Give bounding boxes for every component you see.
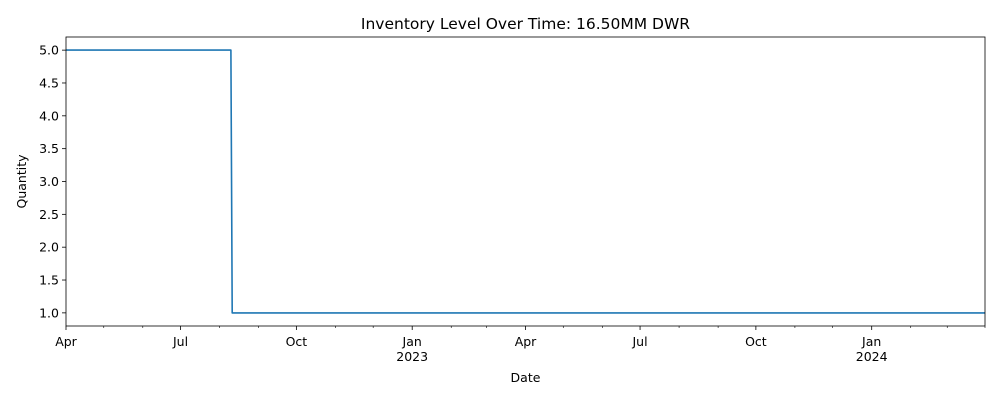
y-tick-label: 2.0 [39, 240, 59, 255]
x-tick-label: Oct [286, 334, 308, 349]
x-axis-label: Date [511, 370, 541, 385]
y-tick-label: 4.5 [39, 75, 59, 90]
y-tick-label: 2.5 [39, 207, 59, 222]
x-tick-label: Apr [515, 334, 537, 349]
chart-title: Inventory Level Over Time: 16.50MM DWR [361, 15, 690, 33]
y-tick-labels: 1.0 1.5 2.0 2.5 3.0 3.5 4.0 4.5 5.0 [39, 43, 59, 321]
x-tick-label: Jan [402, 334, 422, 349]
plot-frame [65, 36, 986, 327]
y-tick-label: 3.5 [39, 141, 59, 156]
y-tick-label: 5.0 [39, 43, 59, 58]
x-tick-label: Oct [745, 334, 767, 349]
y-tick-label: 1.5 [39, 273, 59, 288]
y-axis-label: Quantity [14, 154, 29, 209]
y-tick-label: 3.0 [39, 174, 59, 189]
x-tick-year-label: 2023 [396, 349, 428, 364]
inventory-series-line [66, 49, 985, 314]
y-tick-label: 1.0 [39, 305, 59, 320]
x-tick-year-label: 2024 [856, 349, 888, 364]
y-tick-label: 4.0 [39, 108, 59, 123]
x-tick-label: Apr [55, 334, 77, 349]
x-tick-label: Jul [172, 334, 188, 349]
x-tick-label: Jan [861, 334, 881, 349]
series-layer [66, 49, 985, 314]
x-tick-label: Jul [632, 334, 648, 349]
tick-marks [62, 49, 986, 330]
